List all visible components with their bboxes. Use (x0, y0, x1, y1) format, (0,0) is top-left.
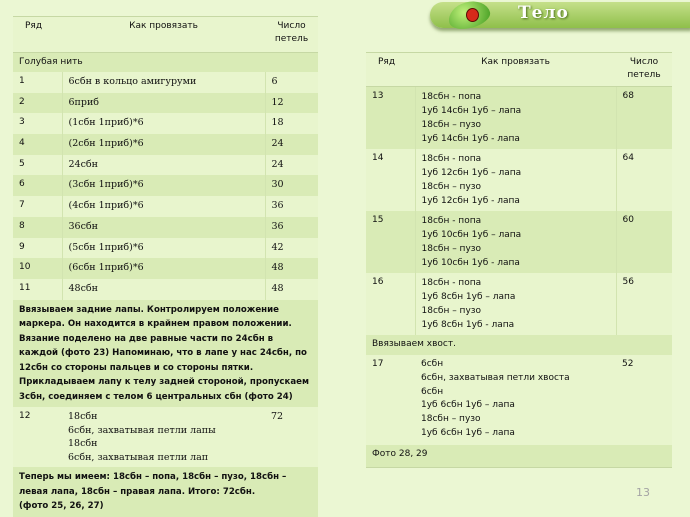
row-count: 72 (271, 411, 284, 423)
table-row: 15 18сбн - попа 1уб 10сбн 1уб – лапа 18сб… (366, 211, 672, 273)
table-row: 4 (2сбн 1приб)*6 24 (13, 134, 318, 155)
row-number: 7 (13, 196, 63, 217)
row-number: 6 (13, 175, 63, 197)
header-how: Как провязать (415, 52, 616, 87)
row-count: 30 (271, 179, 284, 191)
table-header: Ряд Как провязать Число петель (366, 52, 672, 87)
table-row: 1 6сбн в кольцо амигуруми 6 (13, 72, 318, 93)
row-instructions: 6приб (62, 92, 266, 114)
note-row: Теперь мы имеем: 18сбн – попа, 18сбн – п… (13, 467, 318, 517)
table-row: 2 6приб 12 (13, 92, 318, 114)
note-photo: Фото 28, 29 (366, 445, 672, 468)
section-row: Голубая нить (13, 52, 318, 72)
row-count: 48 (271, 282, 284, 294)
row-instructions: 18сбн - попа 1уб 8сбн 1уб – лапа 18сбн –… (415, 273, 617, 335)
row-instructions: (2сбн 1приб)*6 (62, 134, 266, 155)
section-label: Голубая нить (19, 57, 83, 67)
row-count: 18 (271, 117, 284, 129)
row-count: 42 (271, 241, 284, 253)
row-number: 16 (366, 273, 416, 335)
row-number: 8 (13, 216, 63, 238)
row-number: 17 (372, 359, 384, 369)
table-row: 8 36сбн 36 (13, 216, 318, 238)
table-row: 3 (1сбн 1приб)*6 18 (13, 113, 318, 135)
row-number: 4 (13, 134, 63, 155)
header-row: Ряд (13, 16, 62, 53)
table-row: 17 6сбн 6сбн, захватывая петли хвоста 6с… (366, 355, 672, 445)
row-count: 12 (271, 96, 284, 108)
header-how: Как провязать (62, 16, 265, 53)
row-instructions: 6сбн в кольцо амигуруми (62, 72, 266, 93)
note-total: Теперь мы имеем: 18сбн – попа, 18сбн – п… (19, 472, 287, 512)
row-count: 48 (271, 262, 284, 274)
row-count: 64 (622, 153, 634, 163)
note-row: Фото 28, 29 (366, 445, 672, 468)
row-count: 36 (271, 200, 284, 212)
row-instructions: 18сбн - попа 1уб 12сбн 1уб – лапа 18сбн … (415, 149, 617, 211)
left-pattern-table: Ряд Как провязать Число петель Голубая н… (13, 16, 318, 517)
row-number: 13 (366, 86, 416, 149)
header-row: Ряд (366, 52, 415, 87)
table-row: 6 (3сбн 1приб)*6 30 (13, 175, 318, 197)
row-number: 3 (13, 113, 63, 135)
table-row: 10 (6сбн 1приб)*6 48 (13, 258, 318, 279)
row-instructions: (6сбн 1приб)*6 (62, 258, 266, 279)
note-row: Ввязываем хвост. (366, 335, 672, 355)
row-number: 10 (13, 258, 63, 279)
row-count: 24 (271, 138, 284, 150)
row-number: 2 (13, 92, 63, 114)
ladybug-icon (466, 8, 479, 22)
right-pattern-table: Ряд Как провязать Число петель 13 18сбн -… (366, 52, 672, 468)
table-row: 13 18сбн - попа 1уб 14сбн 1уб – лапа 18сб… (366, 86, 672, 149)
row-instructions: (1сбн 1приб)*6 (62, 113, 266, 135)
note-tail: Ввязываем хвост. (372, 339, 456, 349)
row-instructions: (3сбн 1приб)*6 (62, 175, 266, 197)
row-number: 15 (366, 211, 416, 273)
page-number: 13 (636, 486, 650, 499)
table-row: 7 (4сбн 1приб)*6 36 (13, 196, 318, 217)
row-instructions: 18сбн - попа 1уб 10сбн 1уб – лапа 18сбн … (415, 211, 617, 273)
note-row: Ввязываем задние лапы. Контролируем поло… (13, 299, 318, 408)
header-count: Число петель (616, 52, 672, 87)
row-instructions: 48сбн (62, 278, 266, 300)
table-row: 12 18сбн 6сбн, захватывая петли лапы 18с… (13, 407, 318, 468)
row-instructions: (5сбн 1приб)*6 (62, 237, 266, 259)
row-instructions: 18сбн - попа 1уб 14сбн 1уб – лапа 18сбн … (415, 86, 617, 149)
row-instructions: 18сбн 6сбн, захватывая петли лапы 18сбн … (68, 411, 216, 463)
row-instructions: 24сбн (62, 154, 266, 176)
row-count: 52 (622, 359, 634, 369)
row-number: 9 (13, 237, 63, 259)
table-row: 16 18сбн - попа 1уб 8сбн 1уб – лапа 18сбн… (366, 273, 672, 335)
row-number: 11 (13, 278, 63, 300)
table-row: 14 18сбн - попа 1уб 12сбн 1уб – лапа 18сб… (366, 149, 672, 211)
table-header: Ряд Как провязать Число петель (13, 16, 318, 53)
header-count: Число петель (265, 16, 318, 53)
row-count: 6 (271, 76, 278, 87)
row-number: 14 (366, 149, 416, 211)
row-count: 24 (271, 158, 284, 170)
row-count: 60 (622, 215, 634, 225)
table-row: 9 (5сбн 1приб)*6 42 (13, 237, 318, 259)
row-count: 36 (271, 220, 284, 232)
table-row: 5 24сбн 24 (13, 154, 318, 176)
note-legs: Ввязываем задние лапы. Контролируем поло… (19, 304, 310, 402)
row-number: 12 (19, 411, 31, 422)
row-number: 1 (13, 72, 63, 93)
row-count: 56 (622, 277, 634, 287)
row-instructions: 36сбн (62, 216, 266, 238)
row-instructions: 6сбн 6сбн, захватывая петли хвоста 6сбн … (421, 359, 570, 438)
row-number: 5 (13, 154, 63, 176)
row-instructions: (4сбн 1приб)*6 (62, 196, 266, 217)
section-title: Тело (518, 3, 569, 23)
table-row: 11 48сбн 48 (13, 278, 318, 300)
row-count: 68 (622, 91, 634, 101)
